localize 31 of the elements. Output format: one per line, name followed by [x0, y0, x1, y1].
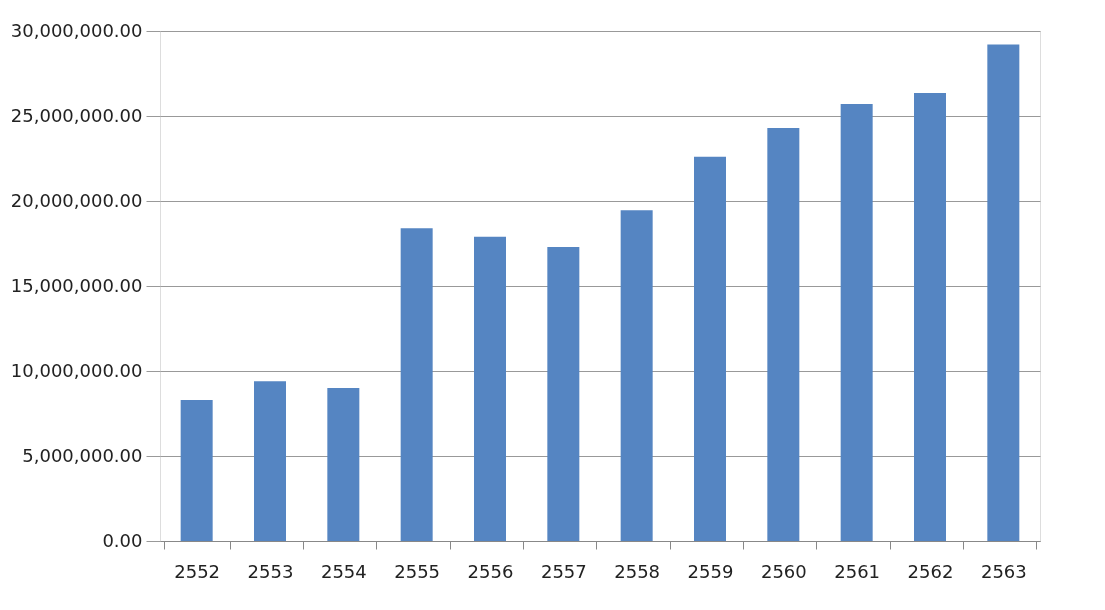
bar: [400, 228, 433, 541]
x-tick-label: 2560: [760, 560, 807, 582]
x-tick-label: 2562: [907, 560, 954, 582]
y-tick-label: 15,000,000.00: [10, 274, 143, 296]
x-tick-label: 2557: [540, 560, 587, 582]
x-tick-label: 2555: [394, 560, 441, 582]
x-tick-label: 2563: [980, 560, 1027, 582]
x-tick-label: 2554: [320, 560, 367, 582]
x-tick-label: 2558: [614, 560, 661, 582]
bar: [180, 399, 213, 541]
bar: [254, 381, 286, 541]
y-tick-label: 30,000,000.00: [10, 19, 143, 41]
x-tick-label: 2553: [247, 560, 294, 582]
bar: [620, 210, 653, 541]
y-tick-label: 5,000,000.00: [22, 444, 143, 466]
x-tick-label: 2561: [834, 560, 881, 582]
y-tick-label: 10,000,000.00: [10, 359, 143, 381]
bar: [914, 93, 946, 541]
bar: [987, 44, 1020, 541]
bar: [767, 127, 800, 541]
x-tick-label: 2552: [174, 560, 221, 582]
bar: [694, 156, 726, 541]
y-tick-label: 25,000,000.00: [10, 104, 143, 126]
y-tick-label: 20,000,000.00: [10, 189, 143, 211]
bar: [327, 388, 360, 541]
x-tick-label: 2559: [687, 560, 734, 582]
bar: [547, 246, 580, 541]
x-tick-label: 2556: [467, 560, 514, 582]
bar: [840, 104, 873, 541]
y-tick-label: 0.00: [102, 529, 143, 551]
bar: [474, 236, 506, 541]
